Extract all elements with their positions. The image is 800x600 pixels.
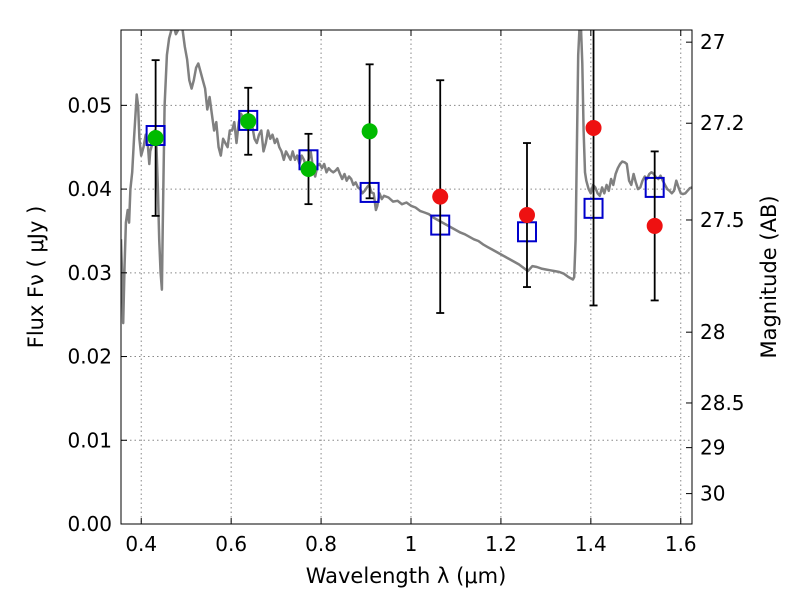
tick-labels: 0.4 0.6 0.8 1 1.2 1.4 1.6 0.00 0.01 0.02 0.03 0.04 0… xyxy=(67,30,744,556)
y-tick-label: 0.00 xyxy=(67,512,112,536)
red-point xyxy=(646,217,663,234)
y2-tick-label: 30 xyxy=(700,482,725,506)
y2-tick-label: 28 xyxy=(700,320,725,344)
green-point xyxy=(300,160,317,177)
x-axis-label: Wavelength λ (μm) xyxy=(306,564,507,588)
x-tick-label: 1.6 xyxy=(665,532,697,556)
spectrum-layer xyxy=(121,30,692,325)
x-tick-label: 0.8 xyxy=(305,532,337,556)
green-point xyxy=(240,113,257,130)
y-tick-label: 0.02 xyxy=(67,345,112,369)
y-axis-label: Flux Fν ( μJy ) xyxy=(24,206,48,349)
y2-tick-label: 29 xyxy=(700,436,725,460)
y-tick-label: 0.01 xyxy=(67,428,112,452)
x-tick-label: 1.2 xyxy=(485,532,517,556)
y2-tick-label: 27 xyxy=(700,30,725,54)
y-tick-label: 0.05 xyxy=(67,93,112,117)
plot-frame xyxy=(120,29,693,525)
points-layer xyxy=(147,113,663,234)
red-point xyxy=(432,188,449,205)
x-tick-label: 1 xyxy=(405,532,418,556)
y2-tick-label: 27.5 xyxy=(700,208,745,232)
ticks xyxy=(121,30,692,525)
green-point xyxy=(361,123,378,140)
red-point xyxy=(518,207,535,224)
y-tick-label: 0.03 xyxy=(67,261,112,285)
y2-tick-label: 28.5 xyxy=(700,391,745,415)
y2-axis-label: Magnitude (AB) xyxy=(757,195,781,358)
y-tick-label: 0.04 xyxy=(67,177,112,201)
x-tick-label: 0.6 xyxy=(215,532,247,556)
grid xyxy=(121,30,692,524)
green-point xyxy=(147,130,164,147)
x-tick-label: 0.4 xyxy=(125,532,157,556)
y2-tick-label: 27.2 xyxy=(700,111,745,135)
spectrum-line xyxy=(121,30,692,325)
red-point xyxy=(585,119,602,136)
x-tick-label: 1.4 xyxy=(575,532,607,556)
